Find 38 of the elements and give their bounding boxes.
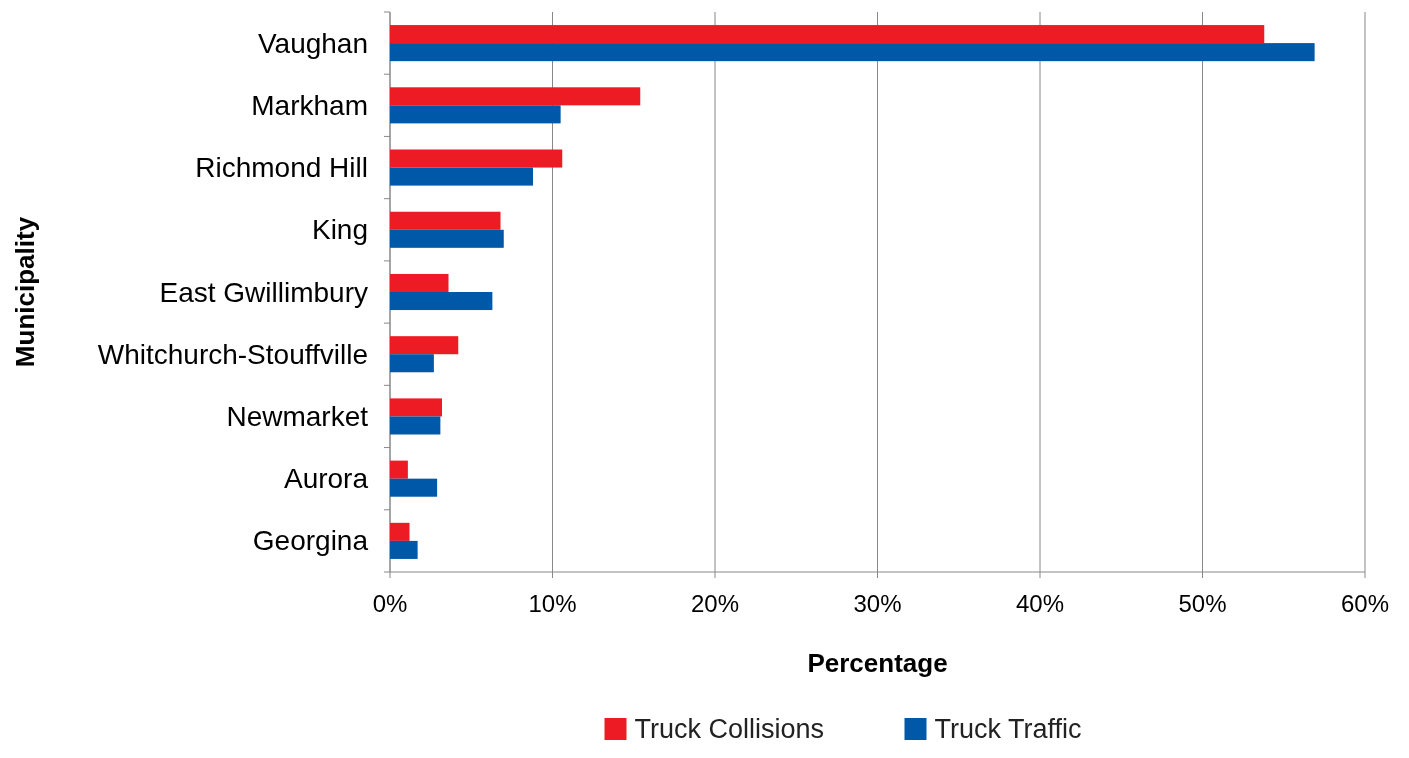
legend-label: Truck Traffic [934,714,1082,744]
bar [390,416,441,435]
bar [390,211,501,230]
bar [390,25,1265,44]
bar [390,540,418,559]
x-tick-label: 60% [1340,590,1390,617]
x-tick-label: 50% [1178,590,1227,617]
bar [390,460,408,479]
x-tick-label: 40% [1015,590,1065,617]
bar [390,354,434,373]
bar [390,149,563,168]
y-tick-label: Aurora [283,463,369,495]
bar [390,273,449,292]
bar [390,522,410,541]
y-tick-label: Markham [251,89,368,121]
y-tick-label: Vaughan [257,27,368,59]
bar [390,478,438,497]
bar [390,229,504,248]
y-tick-label: East Gwillimbury [159,276,368,308]
bar [390,167,533,186]
bar [390,87,641,106]
x-tick-label: 20% [690,590,740,617]
y-tick-label: King [311,214,368,246]
y-tick-label: Newmarket [226,400,369,432]
legend-label: Truck Collisions [634,714,825,744]
bar [390,336,459,355]
x-tick-label: 10% [528,590,577,617]
bar [390,398,442,417]
x-tick-label: 30% [853,590,902,617]
bar [390,43,1315,62]
bar [390,105,561,124]
y-tick-label: Georgina [252,525,369,557]
y-tick-label: Richmond Hill [195,152,368,184]
x-axis-title: Percentage [807,648,948,678]
x-tick-label: 0% [372,590,408,617]
y-axis-title: Municipality [10,216,40,368]
y-tick-label: Whitchurch-Stouffville [97,338,368,370]
bar [390,292,493,311]
